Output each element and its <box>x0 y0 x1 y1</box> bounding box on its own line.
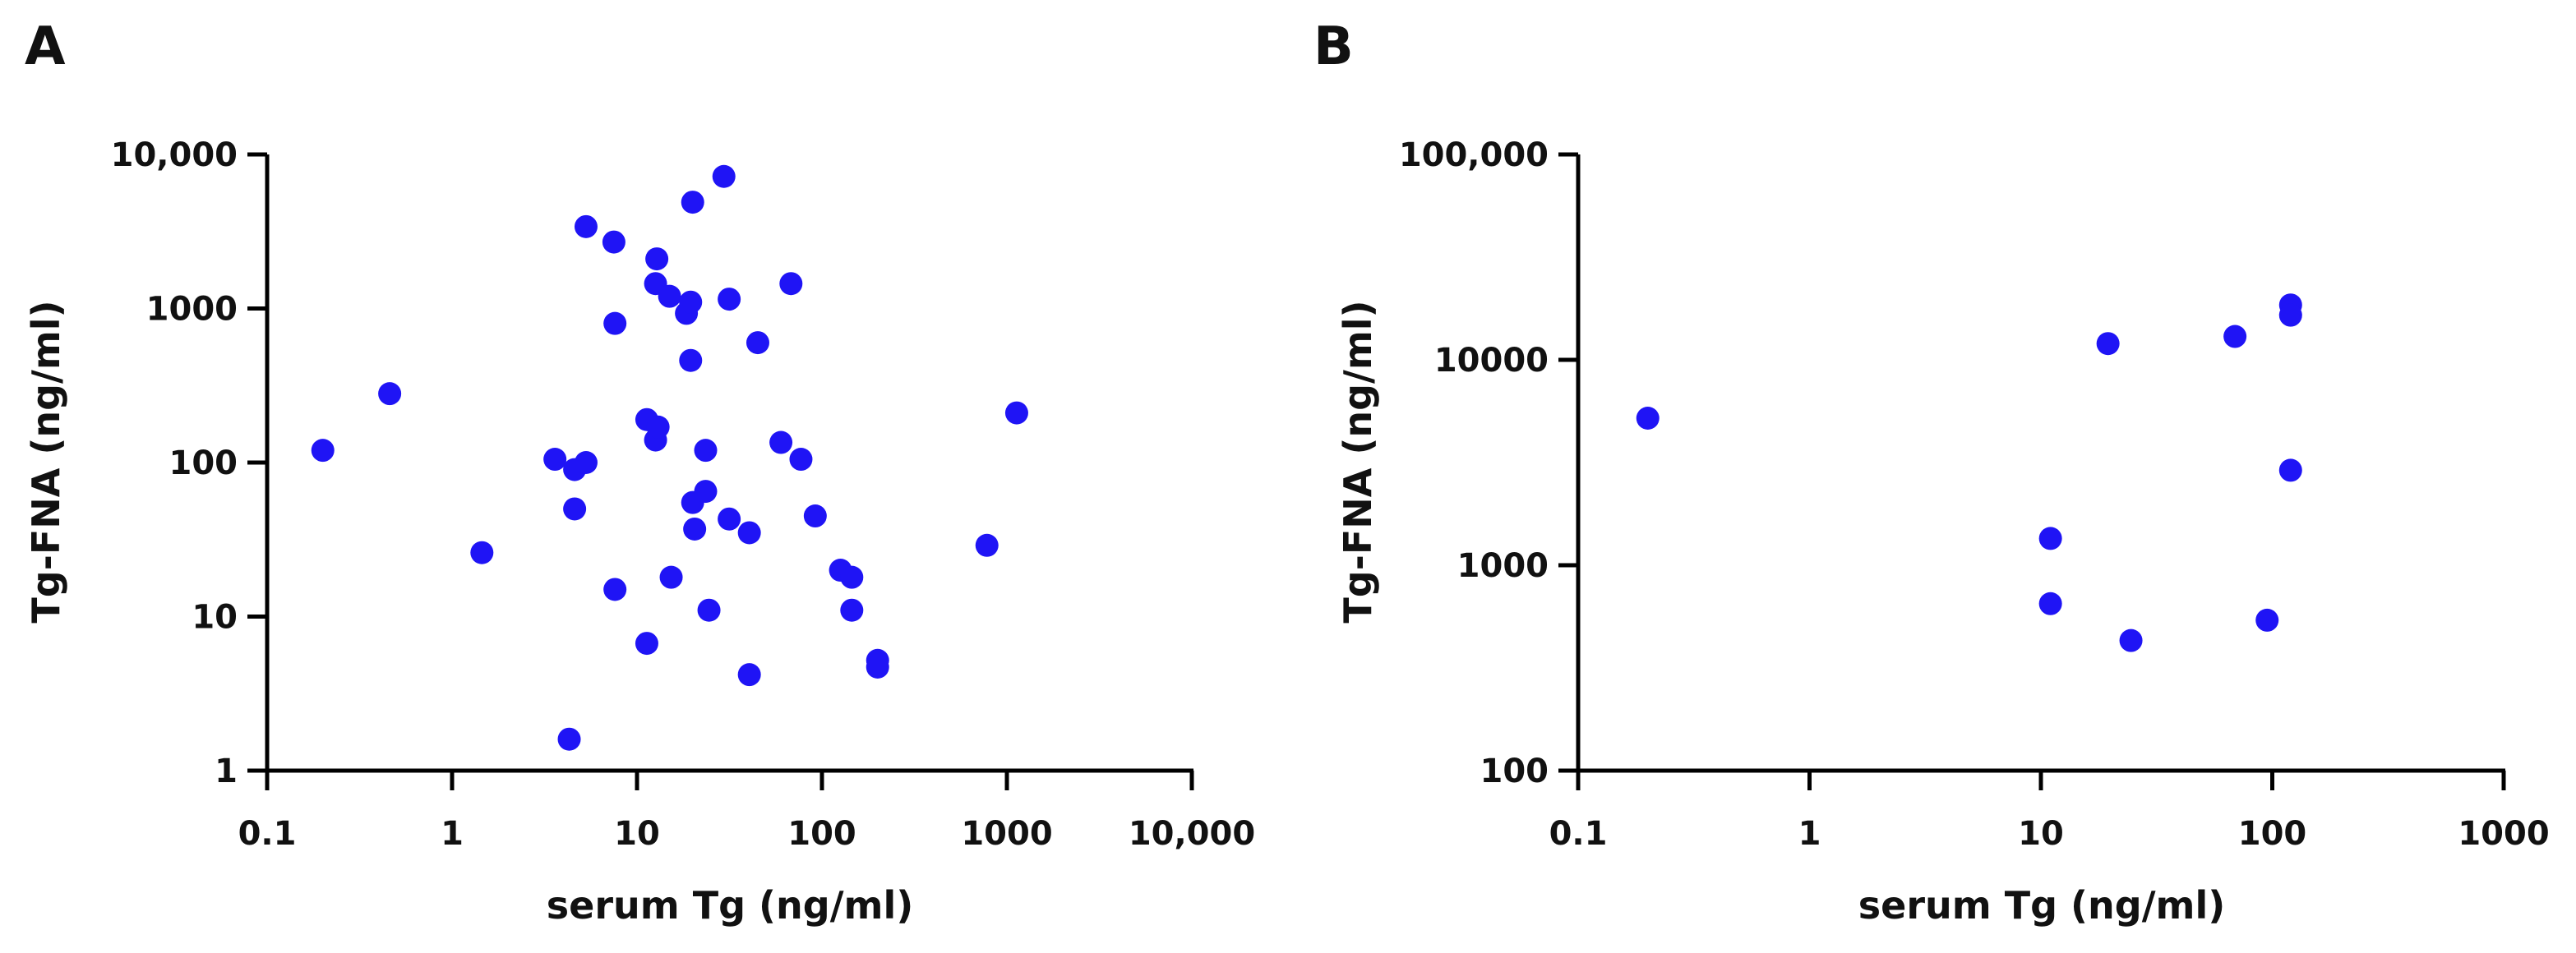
data-point-b <box>2119 628 2143 652</box>
panel-label-b: B <box>1313 16 1354 77</box>
data-point-a <box>557 727 581 751</box>
data-point-a <box>694 480 718 504</box>
data-point-a <box>746 331 769 355</box>
x-tick-label-a: 1 <box>441 815 464 853</box>
data-point-a <box>659 565 683 589</box>
data-point-a <box>840 565 864 589</box>
data-point-a <box>658 284 681 308</box>
x-tick-label-b: 10 <box>2018 815 2064 853</box>
data-point-a <box>737 663 761 687</box>
y-axis-title-b: Tg-FNA (ng/ml) <box>1336 300 1380 623</box>
y-ticks-a: 1 10 100 1000 10,000 <box>111 136 267 790</box>
data-points-b <box>1636 293 2302 652</box>
data-point-a <box>646 415 670 439</box>
x-tick-label-a: 100 <box>787 815 856 853</box>
data-point-a <box>635 632 658 656</box>
data-point-b <box>2096 332 2120 356</box>
data-point-a <box>602 230 626 254</box>
y-tick-label-a: 1000 <box>146 291 238 329</box>
data-point-b <box>1636 406 1660 430</box>
data-point-a <box>574 214 598 238</box>
data-point-b <box>2255 608 2279 632</box>
x-tick-label-a: 0.1 <box>238 815 297 853</box>
x-tick-label-b: 1000 <box>2458 815 2549 853</box>
data-points-a <box>311 164 1028 751</box>
data-point-a <box>789 448 813 472</box>
data-point-a <box>563 497 587 521</box>
y-tick-label-b: 1000 <box>1457 547 1549 585</box>
data-point-a <box>712 164 736 188</box>
y-ticks-b: 100 1000 10000 100,000 <box>1399 136 1578 790</box>
data-point-a <box>543 448 567 472</box>
x-ticks-b: 0.1 1 10 100 1000 <box>1549 771 2550 853</box>
data-point-a <box>311 439 335 463</box>
data-point-b <box>2038 527 2062 550</box>
x-tick-label-a: 1000 <box>961 815 1052 853</box>
data-point-a <box>645 247 669 271</box>
data-point-a <box>737 521 761 545</box>
data-point-b <box>2278 303 2302 327</box>
data-point-a <box>470 541 494 564</box>
data-point-a <box>697 598 721 622</box>
data-point-a <box>679 290 703 314</box>
data-point-b <box>2223 325 2247 348</box>
data-point-b <box>2038 592 2062 615</box>
x-tick-label-b: 1 <box>1798 815 1821 853</box>
x-tick-label-b: 0.1 <box>1549 815 1608 853</box>
data-point-a <box>718 507 741 531</box>
data-point-b <box>2278 458 2302 482</box>
x-ticks-a: 0.1 1 10 100 1000 10,000 <box>238 771 1255 853</box>
y-axis-title-a: Tg-FNA (ng/ml) <box>24 300 68 623</box>
data-point-a <box>1004 401 1028 425</box>
data-point-a <box>718 288 741 311</box>
data-point-a <box>769 430 793 454</box>
data-point-a <box>681 191 704 214</box>
data-point-a <box>803 504 827 528</box>
y-tick-label-b: 100 <box>1480 753 1549 790</box>
data-point-a <box>975 533 999 557</box>
chart-panel-b: B 0.1 1 10 100 1000 100 1000 10000 100,000 seru… <box>1313 16 2550 928</box>
y-tick-label-b: 100,000 <box>1399 136 1549 174</box>
y-tick-label-a: 10,000 <box>111 136 238 174</box>
x-tick-label-b: 100 <box>2238 815 2307 853</box>
x-tick-label-a: 10 <box>614 815 660 853</box>
y-tick-label-a: 1 <box>215 753 238 790</box>
data-point-a <box>779 272 803 296</box>
y-tick-label-a: 10 <box>192 599 238 637</box>
y-tick-label-a: 100 <box>169 444 238 482</box>
data-point-a <box>694 439 718 463</box>
data-point-a <box>603 311 627 335</box>
data-point-a <box>840 598 864 622</box>
data-point-a <box>378 382 402 406</box>
x-axis-title-a: serum Tg (ng/ml) <box>547 883 914 928</box>
x-tick-label-a: 10,000 <box>1129 815 1255 853</box>
data-point-a <box>574 451 598 474</box>
data-point-a <box>866 655 889 679</box>
x-axis-title-b: serum Tg (ng/ml) <box>1858 883 2226 928</box>
data-point-a <box>683 517 707 541</box>
data-point-a <box>679 348 703 372</box>
y-tick-label-b: 10000 <box>1434 342 1549 380</box>
panel-label-a: A <box>25 16 66 77</box>
data-point-a <box>603 578 627 601</box>
